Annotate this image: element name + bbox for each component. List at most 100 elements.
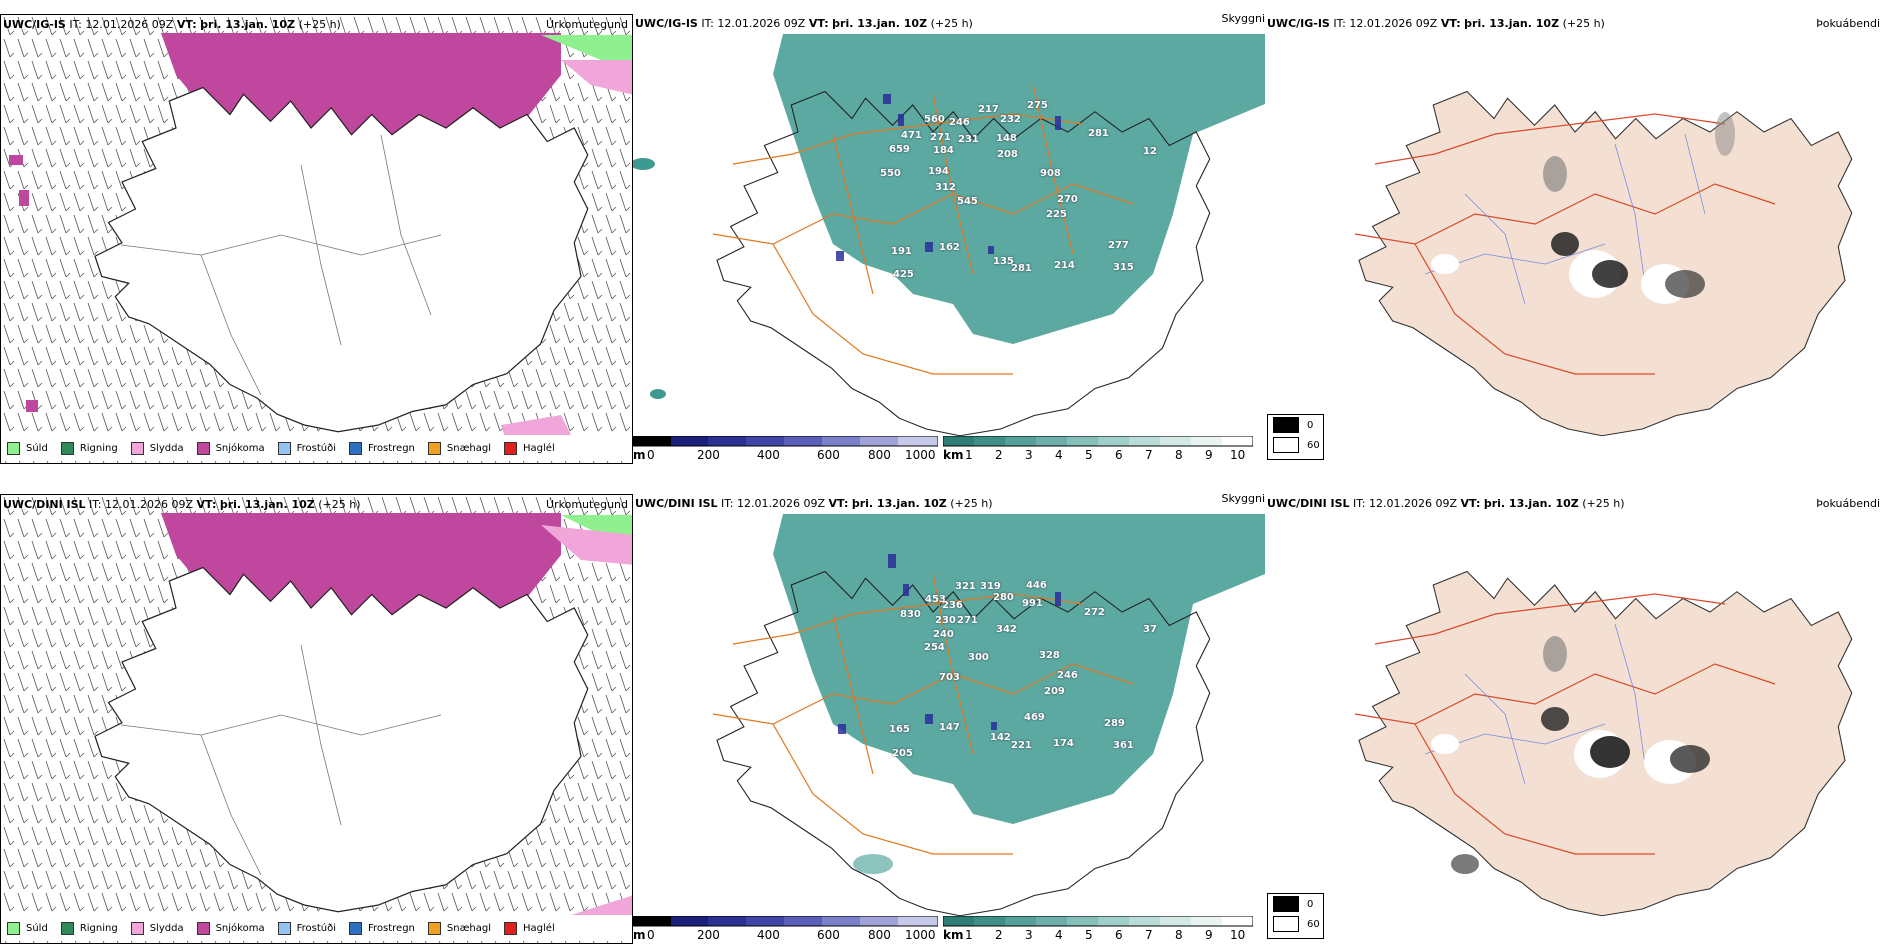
ceiling-tick: 1000	[905, 448, 936, 462]
ceiling-label: 240	[933, 629, 954, 640]
legend-swatch	[427, 441, 441, 455]
visibility-colorbar: km 1 2 3 4 5 6 7 8 9 10	[943, 916, 1253, 944]
visibility-tick: 1	[965, 928, 973, 942]
visibility-panel-2: UWC/DINI ISL IT: 12.01.2026 09Z VT: þri.…	[633, 494, 1265, 944]
ceiling-colorbar: m 0 200 400 600 800 1000	[633, 916, 938, 944]
ceiling-label: 271	[957, 615, 978, 626]
fog-map	[1354, 90, 1853, 437]
fog-legend-swatch	[1273, 916, 1299, 932]
fog-legend-item: 60	[1268, 435, 1323, 455]
visibility-tick: 2	[995, 448, 1003, 462]
ceiling-colorbar-gradient	[633, 436, 938, 447]
visibility-title: Skyggni	[1221, 14, 1265, 25]
legend-swatch	[196, 921, 210, 935]
visibility-tick: 6	[1115, 928, 1123, 942]
ceiling-tick: 0	[647, 928, 655, 942]
legend-item: Súld	[7, 441, 48, 455]
ceiling-unit: m	[633, 928, 646, 942]
ceiling-label: 217	[978, 104, 999, 115]
visibility-panel-1: UWC/IG-IS IT: 12.01.2026 09Z VT: þri. 13…	[633, 14, 1265, 464]
ceiling-tick: 800	[868, 448, 891, 462]
legend-item: Haglél	[504, 921, 555, 935]
legend-item: Snæhagl	[427, 921, 491, 935]
fog-panel-2: UWC/DINI ISL IT: 12.01.2026 09Z VT: þri.…	[1265, 494, 1900, 944]
ceiling-label: 281	[1088, 128, 1109, 139]
precip-type-map	[1, 495, 632, 943]
ceiling-label: 162	[939, 242, 960, 253]
legend-item: Snjókoma	[196, 921, 265, 935]
precip-type-panel-2: UWC/DINI ISL IT: 12.01.2026 09Z VT: þri.…	[0, 494, 633, 944]
fog-title: Þokuábendi	[1816, 497, 1880, 510]
ceiling-label: 908	[1040, 168, 1061, 179]
ceiling-label: 254	[924, 642, 945, 653]
legend-swatch	[349, 921, 362, 935]
legend-swatch	[130, 921, 144, 935]
ceiling-label: 236	[942, 600, 963, 611]
visibility-tick: 1	[965, 448, 973, 462]
fog-map	[1354, 570, 1853, 917]
legend-item: Frostregn	[349, 441, 415, 455]
fog-legend-swatch	[1273, 417, 1299, 433]
legend-swatch	[60, 921, 74, 935]
ceiling-tick: 400	[757, 928, 780, 942]
ceiling-label: 142	[990, 732, 1011, 743]
legend-swatch	[277, 441, 291, 455]
ceiling-label: 246	[949, 117, 970, 128]
visibility-tick: 3	[1025, 928, 1033, 942]
fog-legend-item: 60	[1268, 914, 1323, 934]
legend-item: Slydda	[130, 921, 184, 935]
ceiling-label: 703	[939, 672, 960, 683]
precip-type-map	[1, 15, 632, 463]
visibility-colorbar: km 1 2 3 4 5 6 7 8 9 10	[943, 436, 1253, 464]
ceiling-label: 270	[1057, 194, 1078, 205]
visibility-tick: 3	[1025, 448, 1033, 462]
visibility-colorbar-gradient	[943, 916, 1253, 927]
precip-legend: Súld Rigning Slydda Snjókoma Frostúði Fr…	[1, 435, 632, 461]
ceiling-unit: m	[633, 448, 646, 462]
legend-item: Snæhagl	[427, 441, 491, 455]
ceiling-label: 246	[1057, 670, 1078, 681]
ceiling-label: 231	[958, 134, 979, 145]
legend-swatch	[196, 441, 210, 455]
legend-item: Haglél	[504, 441, 555, 455]
ceiling-label: 991	[1022, 598, 1043, 609]
visibility-tick: 10	[1230, 928, 1246, 942]
visibility-tick: 10	[1230, 448, 1246, 462]
ceiling-label: 12	[1143, 146, 1157, 157]
ceiling-colorbar-gradient	[633, 916, 938, 927]
ceiling-tick: 600	[817, 448, 840, 462]
visibility-tick: 8	[1175, 928, 1183, 942]
ceiling-label: 174	[1053, 738, 1074, 749]
legend-swatch	[7, 441, 20, 455]
ceiling-label: 560	[924, 114, 945, 125]
ceiling-label: 425	[893, 269, 914, 280]
fog-title: Þokuábendi	[1816, 17, 1880, 30]
ceiling-tick: 200	[697, 448, 720, 462]
precip-type-title: Úrkomutegund	[546, 18, 628, 31]
legend-swatch	[277, 921, 291, 935]
visibility-tick: 2	[995, 928, 1003, 942]
fog-legend-item: 0	[1268, 894, 1323, 914]
ceiling-label: 471	[901, 130, 922, 141]
ceiling-label: 194	[928, 166, 949, 177]
visibility-tick: 5	[1085, 448, 1093, 462]
ceiling-label: 289	[1104, 718, 1125, 729]
ceiling-label: 148	[996, 133, 1017, 144]
legend-item: Snjókoma	[196, 441, 265, 455]
ceiling-label: 361	[1113, 740, 1134, 751]
visibility-map	[633, 34, 1265, 437]
ceiling-label: 208	[997, 149, 1018, 160]
ceiling-label: 342	[996, 624, 1017, 635]
fog-legend-swatch	[1273, 896, 1299, 912]
fog-legend-item: 0	[1268, 415, 1323, 435]
fog-panel-1: UWC/IG-IS IT: 12.01.2026 09Z VT: þri. 13…	[1265, 14, 1900, 464]
ceiling-label: 545	[957, 196, 978, 207]
precip-legend: Súld Rigning Slydda Snjókoma Frostúði Fr…	[1, 915, 632, 941]
ceiling-tick: 800	[868, 928, 891, 942]
ceiling-label: 280	[993, 592, 1014, 603]
ceiling-label: 272	[1084, 607, 1105, 618]
legend-item: Rigning	[60, 921, 118, 935]
panel-header: UWC/DINI ISL IT: 12.01.2026 09Z VT: þri.…	[3, 498, 361, 511]
ceiling-label: 659	[889, 144, 910, 155]
ceiling-tick: 400	[757, 448, 780, 462]
